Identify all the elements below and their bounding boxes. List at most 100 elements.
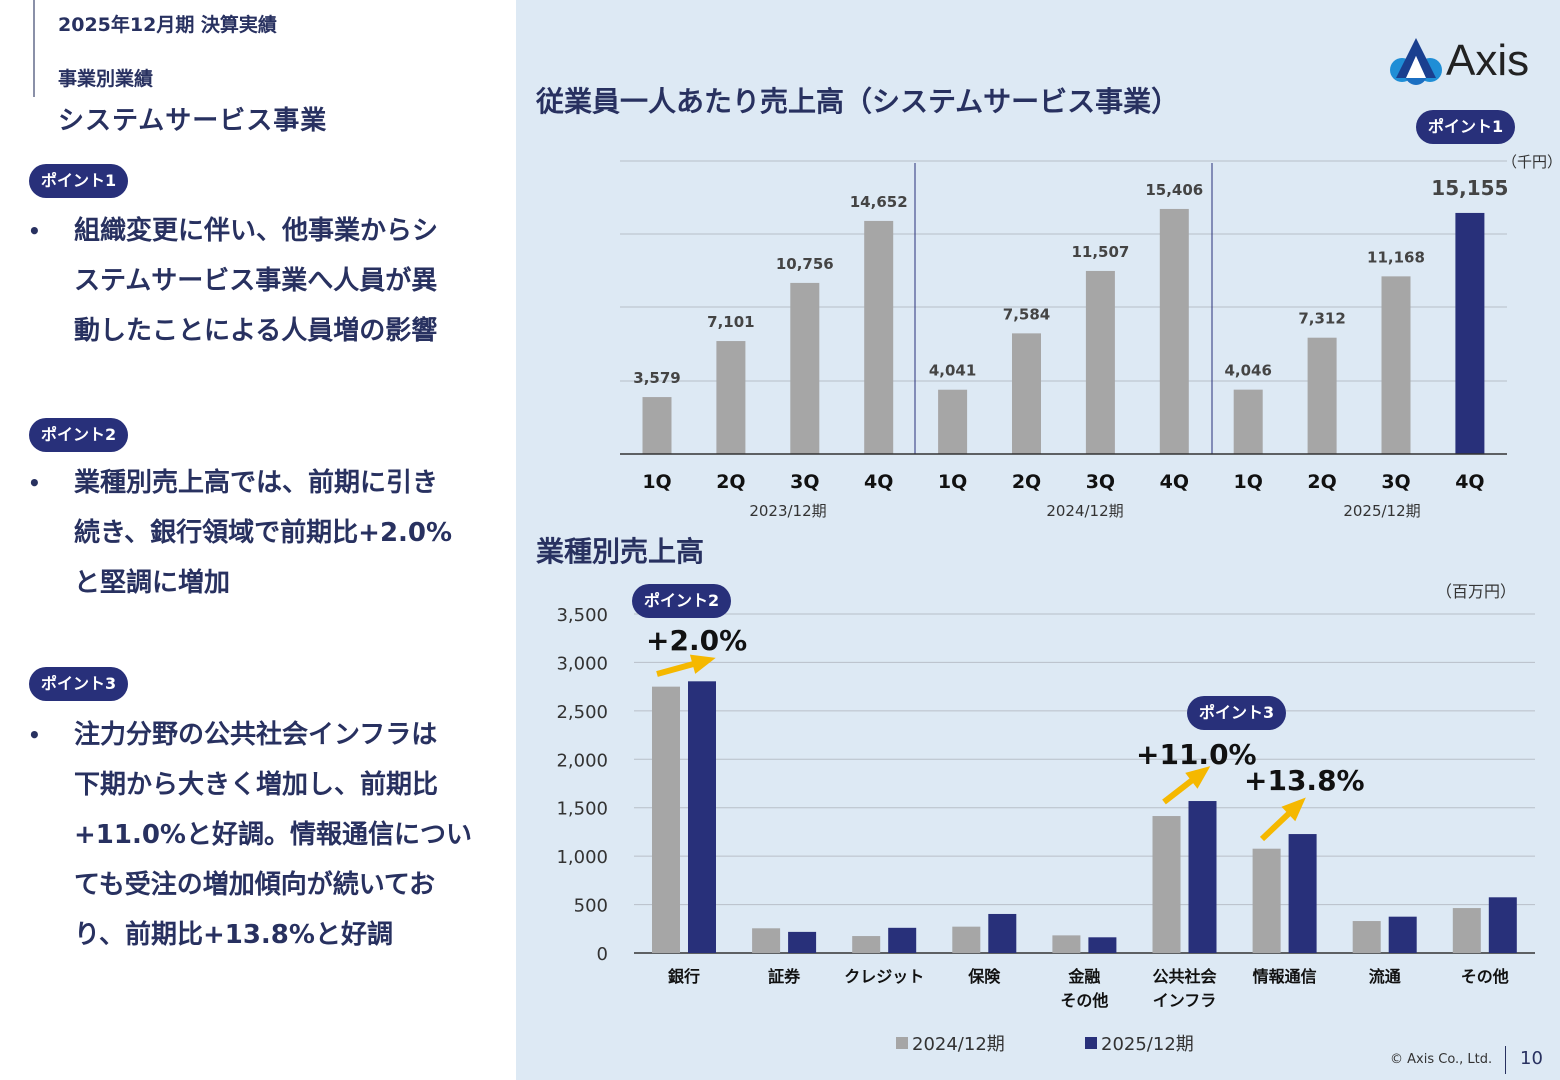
x-tick-label: 3Q <box>1086 471 1115 493</box>
x-tick-label: 銀行 <box>668 967 700 986</box>
bar-2025 <box>1488 897 1517 953</box>
x-tick-label: インフラ <box>1153 991 1217 1010</box>
bar-2024 <box>1052 935 1081 953</box>
data-label: 7,584 <box>1003 305 1050 323</box>
x-tick-label: 情報通信 <box>1253 967 1317 986</box>
bar <box>864 220 894 454</box>
page-number: 10 <box>1520 1048 1543 1069</box>
legend-swatch <box>896 1037 908 1049</box>
data-label: 11,168 <box>1367 248 1425 266</box>
axis-logo: Axis <box>1388 36 1529 86</box>
bar-2025 <box>1088 937 1117 953</box>
chart2-title: 業種別売上高 <box>536 535 705 568</box>
x-tick-label: 3Q <box>790 471 819 493</box>
bar-2024 <box>952 926 981 953</box>
x-tick-label: 金融 <box>1067 967 1100 986</box>
bar <box>1233 389 1263 454</box>
data-label: 15,406 <box>1145 181 1203 199</box>
bar-2025 <box>1288 834 1317 953</box>
bullet-dot: • <box>28 471 41 495</box>
x-tick-label: その他 <box>1060 991 1108 1010</box>
bar <box>1381 276 1411 454</box>
bar-2025 <box>688 681 716 953</box>
x-tick-label: 1Q <box>642 471 671 493</box>
bar-2025 <box>888 927 917 953</box>
chart2-unit: （百万円） <box>1436 582 1517 601</box>
x-tick-label: 2Q <box>716 471 745 493</box>
chart1-title: 従業員一人あたり売上高（システムサービス事業） <box>536 85 1180 118</box>
bar-2024 <box>752 928 781 953</box>
data-label: 11,507 <box>1071 243 1129 261</box>
x-tick-label: 1Q <box>1234 471 1263 493</box>
bar-2024 <box>1452 908 1481 953</box>
x-tick-label: クレジット <box>844 967 924 986</box>
data-label: 7,101 <box>707 313 754 331</box>
bar-2025 <box>1188 801 1217 953</box>
point3-chart-badge: ポイント3 <box>1187 696 1287 730</box>
point2-badge: ポイント2 <box>29 418 129 452</box>
chart1-unit: （千円） <box>1502 153 1560 171</box>
x-tick-label: 2Q <box>1307 471 1336 493</box>
legend-swatch <box>1085 1037 1097 1049</box>
legend-2025: 2025/12期 <box>1085 1030 1194 1056</box>
x-tick-label: 流通 <box>1369 967 1401 986</box>
x-tick-label: その他 <box>1461 967 1509 986</box>
bar <box>1085 270 1115 454</box>
bar-2024 <box>1352 921 1381 953</box>
data-label: 7,312 <box>1298 310 1345 328</box>
data-label: 10,756 <box>776 255 834 273</box>
section-label: 事業別業績 <box>58 68 154 90</box>
x-tick-label: 保険 <box>967 967 1001 986</box>
group-label: 2024/12期 <box>1046 502 1123 520</box>
footer-divider <box>1505 1046 1506 1074</box>
legend-2024: 2024/12期 <box>896 1030 1005 1056</box>
y-tick-label: 1,500 <box>556 799 608 820</box>
bar-2024 <box>852 936 881 953</box>
y-tick-label: 3,000 <box>556 653 608 674</box>
group-label: 2025/12期 <box>1343 502 1420 520</box>
y-tick-label: 2,000 <box>556 750 608 771</box>
data-label: 15,155 <box>1431 176 1508 200</box>
copyright: © Axis Co., Ltd. <box>1390 1052 1493 1067</box>
chart1-svg: 3,579 1Q 7,101 2Q 10,756 3Q 14,652 4Q 4,041 1Q 7,5… <box>620 160 1508 520</box>
x-tick-label: 3Q <box>1381 471 1410 493</box>
data-label: 14,652 <box>850 193 908 211</box>
y-tick-label: 0 <box>597 944 608 965</box>
bar <box>1159 208 1189 454</box>
data-label: 3,579 <box>633 369 680 387</box>
infra-growth-label: +11.0% <box>1136 738 1257 771</box>
logo-mark-icon <box>1390 38 1442 85</box>
growth-arrow-head-icon <box>1281 797 1306 822</box>
growth-arrow-head-icon <box>689 654 716 674</box>
bullet-dot: • <box>28 723 41 747</box>
bar-2025 <box>1388 916 1417 953</box>
bar-2024 <box>652 686 680 953</box>
group-label: 2023/12期 <box>749 502 826 520</box>
y-tick-label: 1,000 <box>556 847 608 868</box>
bar-2024 <box>1252 848 1281 953</box>
y-tick-label: 500 <box>574 896 608 917</box>
data-label: 4,041 <box>929 362 976 380</box>
point3-badge: ポイント3 <box>29 667 129 701</box>
x-tick-label: 2Q <box>1012 471 1041 493</box>
point1-badge: ポイント1 <box>29 164 129 198</box>
page-title: システムサービス事業 <box>58 106 328 136</box>
x-tick-label: 4Q <box>1455 471 1484 493</box>
logo-text: Axis <box>1446 36 1530 85</box>
bar <box>716 341 746 454</box>
bar <box>790 282 820 454</box>
bar-2025 <box>788 931 817 953</box>
bar <box>938 389 968 454</box>
bar-2024 <box>1152 816 1181 953</box>
x-tick-label: 4Q <box>1160 471 1189 493</box>
x-tick-label: 4Q <box>864 471 893 493</box>
chart1-point-badge: ポイント1 <box>1416 110 1516 144</box>
bar <box>642 397 672 454</box>
growth-arrow-head-icon <box>1185 766 1211 789</box>
bar <box>1455 212 1485 454</box>
x-tick-label: 証券 <box>768 967 801 986</box>
bullet-dot: • <box>28 219 41 243</box>
x-tick-label: 1Q <box>938 471 967 493</box>
bar <box>1012 333 1041 454</box>
